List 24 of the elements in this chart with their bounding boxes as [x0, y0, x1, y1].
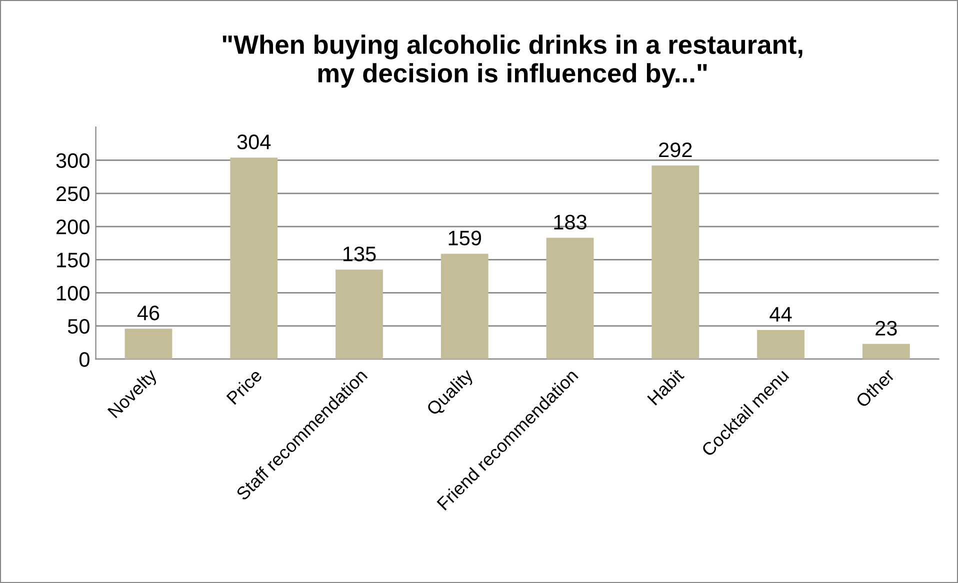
- bar: [862, 344, 910, 360]
- y-tick-label: 250: [56, 186, 90, 202]
- data-label: 44: [770, 307, 792, 322]
- bar: [124, 328, 172, 360]
- data-label: 46: [137, 306, 160, 320]
- data-label: 183: [554, 214, 586, 230]
- data-label: 159: [448, 230, 482, 246]
- data-label: 292: [659, 142, 692, 158]
- data-label: 304: [237, 134, 271, 150]
- y-tick-label: 100: [57, 286, 90, 301]
- y-tick-label: 150: [57, 252, 90, 268]
- y-tick-label: 200: [56, 220, 90, 234]
- bar: [440, 254, 488, 360]
- bar: [230, 158, 278, 360]
- data-label: 135: [343, 246, 376, 262]
- y-tick-label: 50: [68, 318, 90, 334]
- data-label: 23: [876, 320, 897, 336]
- bar: [652, 166, 700, 360]
- y-tick-label: 300: [56, 153, 90, 168]
- chart-title: "When buying alcoholic drinks in a restaurant, my decision is influenced by...": [222, 34, 802, 88]
- bar: [336, 270, 383, 360]
- bar: [546, 238, 594, 360]
- y-tick-label: 0: [79, 352, 90, 367]
- bar: [757, 330, 804, 360]
